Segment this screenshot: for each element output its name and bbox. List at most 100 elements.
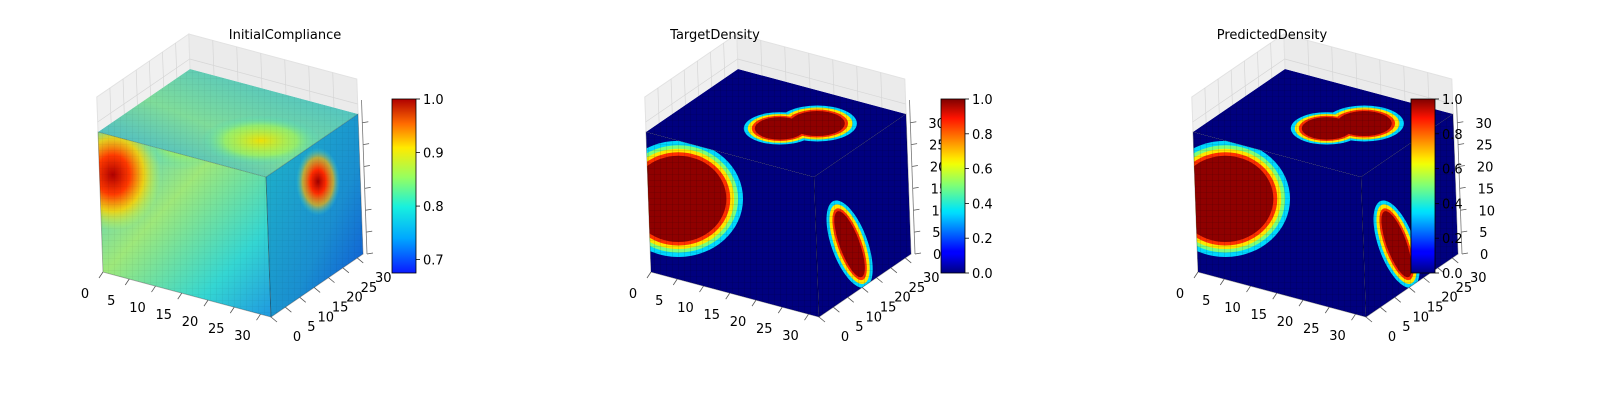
z-axis-line	[361, 99, 368, 255]
gridline	[737, 58, 906, 105]
z-tick	[912, 186, 919, 189]
z-tick	[363, 143, 370, 146]
colorbar-tick-label: 0.8	[1442, 128, 1463, 143]
x-tick-label: 30	[234, 329, 251, 344]
z-tick	[1459, 186, 1466, 189]
x-tick-label: 0	[629, 287, 637, 302]
x-tick	[124, 278, 130, 286]
z-axis-line	[909, 99, 916, 255]
y-tick	[285, 306, 292, 313]
x-tick	[256, 313, 261, 321]
x-tick	[229, 306, 235, 314]
y-tick-label: 25	[909, 281, 926, 296]
y-tick	[299, 297, 307, 303]
z-tick	[365, 208, 372, 211]
y-tick	[1451, 257, 1459, 264]
colorbar-tick-label: 0.9	[423, 147, 444, 162]
x-tick	[1219, 278, 1225, 286]
x-tick-label: 10	[1224, 301, 1241, 316]
face-top	[646, 69, 906, 177]
colorbar-tick-label: 0.2	[1442, 232, 1463, 247]
z-tick	[1461, 230, 1468, 233]
y-tick-label: 5	[1402, 320, 1410, 335]
colorbar-tick-label: 0.8	[423, 200, 444, 215]
y-tick-label: 30	[375, 271, 392, 286]
x-tick	[725, 292, 731, 300]
z-tick-label: 0	[1480, 248, 1488, 263]
x-tick-label: 5	[1202, 294, 1210, 309]
x-tick	[98, 271, 104, 279]
gridline	[1284, 58, 1453, 105]
x-tick-label: 15	[1250, 308, 1267, 323]
colorbar-gradient	[1410, 98, 1436, 274]
x-tick	[777, 306, 783, 314]
y-tick	[270, 316, 278, 323]
z-axis-line	[1456, 99, 1463, 255]
colorbar: 0.0 0.2 0.4 0.6 0.8 1.0	[940, 93, 993, 282]
z-tick	[1460, 208, 1467, 211]
y-tick-label: 15	[1427, 300, 1444, 315]
x-tick-label: 30	[1329, 329, 1346, 344]
colorbar-tick-label: 0.6	[1442, 163, 1463, 178]
y-tick-label: 25	[361, 281, 378, 296]
colorbar: 0.0 0.2 0.4 0.6 0.8 1.0	[1410, 93, 1463, 282]
face-top	[98, 69, 358, 177]
y-tick-label: 5	[307, 320, 315, 335]
colorbar-tick-label: 0.0	[972, 267, 993, 282]
panel-title: InitialCompliance	[229, 28, 342, 43]
colorbar: 0.7 0.8 0.9 1.0	[391, 93, 444, 274]
z-tick-label: 5	[1479, 226, 1487, 241]
x-tick-label: 30	[782, 329, 799, 344]
face-top	[1193, 69, 1453, 177]
colorbar-tick-label: 0.2	[972, 232, 993, 247]
x-tick	[177, 292, 183, 300]
colorbar-tick-label: 0.0	[1442, 267, 1463, 282]
y-tick	[342, 267, 350, 274]
y-tick	[861, 287, 869, 293]
x-tick-label: 5	[655, 294, 663, 309]
face-side	[814, 114, 911, 317]
z-tick	[911, 143, 918, 146]
z-tick-label: 0	[933, 248, 941, 263]
y-tick-label: 15	[332, 300, 349, 315]
x-tick-label: 20	[182, 315, 199, 330]
z-tick	[366, 230, 373, 233]
x-tick	[1298, 299, 1304, 307]
colorbar-tick-label: 0.4	[972, 197, 993, 212]
y-tick	[847, 297, 855, 303]
y-tick	[313, 287, 321, 293]
y-tick	[1365, 316, 1373, 323]
x-tick-label: 0	[1176, 287, 1184, 302]
x-tick-label: 25	[208, 322, 225, 337]
panel-title: PredictedDensity	[1217, 28, 1328, 43]
z-tick-label: 15	[1478, 182, 1495, 197]
y-tick-label: 15	[880, 300, 897, 315]
z-tick-label: 25	[1476, 139, 1493, 154]
x-tick	[1193, 271, 1199, 279]
x-tick-label: 15	[703, 308, 720, 323]
face-front	[1193, 132, 1366, 317]
x-tick-label: 5	[107, 294, 115, 309]
x-tick-label: 25	[1303, 322, 1320, 337]
gridline	[97, 58, 190, 123]
x-tick	[1246, 285, 1251, 293]
x-tick	[203, 299, 209, 307]
panel-predicted-density: 0 5 10 15 20 25 30 051015202530051015202530Pred…	[1176, 28, 1495, 345]
face-side	[266, 114, 363, 317]
y-tick	[1380, 306, 1387, 313]
x-tick-label: 10	[677, 301, 694, 316]
y-tick-label: 20	[346, 291, 363, 306]
z-tick	[914, 252, 922, 255]
x-tick	[804, 313, 809, 321]
y-tick-label: 30	[1470, 271, 1487, 286]
y-tick	[328, 277, 335, 283]
voxel-cube	[645, 69, 912, 318]
y-tick-label: 10	[865, 310, 882, 325]
y-tick	[818, 316, 826, 323]
z-tick-label: 20	[1477, 161, 1494, 176]
y-tick-label: 0	[293, 330, 301, 345]
